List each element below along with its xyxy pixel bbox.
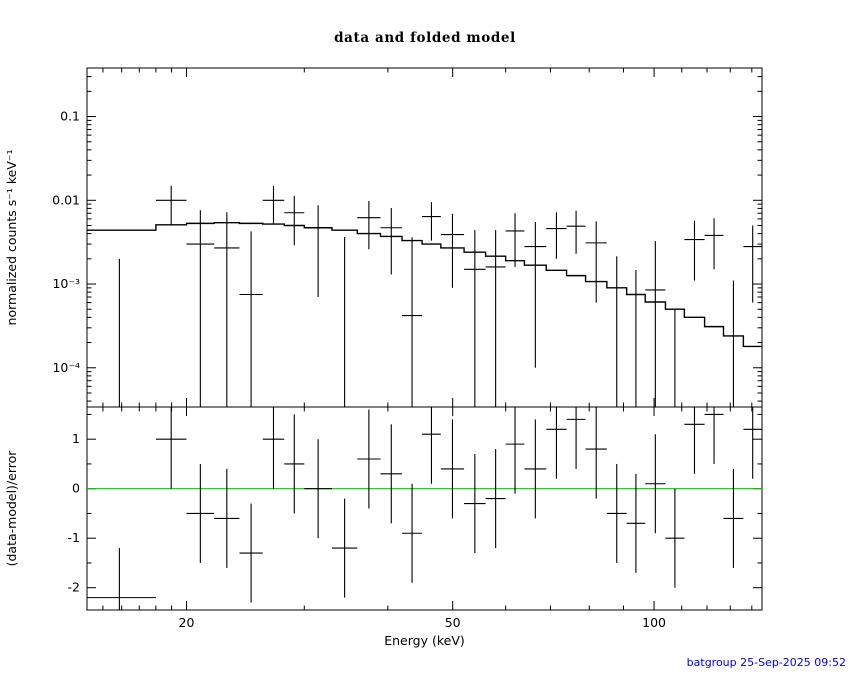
footer-timestamp: batgroup 25-Sep-2025 09:52 <box>686 656 846 669</box>
svg-text:10⁻⁴: 10⁻⁴ <box>52 360 80 375</box>
bottom-y-axis-label: (data-model)/error <box>4 450 19 567</box>
svg-text:50: 50 <box>445 615 461 630</box>
svg-text:-1: -1 <box>68 530 80 545</box>
svg-text:-2: -2 <box>68 580 80 595</box>
residual-error-bars <box>87 407 762 610</box>
svg-text:0: 0 <box>72 481 80 496</box>
model-histogram <box>87 221 762 348</box>
svg-text:0.1: 0.1 <box>60 109 80 124</box>
svg-text:0.01: 0.01 <box>52 192 80 207</box>
chart-title: data and folded model <box>334 30 516 46</box>
svg-text:100: 100 <box>642 615 666 630</box>
svg-text:20: 20 <box>179 615 195 630</box>
svg-text:10⁻³: 10⁻³ <box>52 276 80 291</box>
svg-text:1: 1 <box>72 431 80 446</box>
x-axis-label: Energy (keV) <box>384 633 465 648</box>
plot-frame <box>86 67 763 611</box>
top-y-axis-label: normalized counts s⁻¹ keV⁻¹ <box>4 150 19 326</box>
data-error-bars <box>118 185 762 407</box>
axis-ticks <box>87 68 762 610</box>
axis-labels: 20 50 100 0.1 0.01 10⁻³ 10⁻⁴ -2 -1 0 1 normalized c… <box>4 109 666 648</box>
